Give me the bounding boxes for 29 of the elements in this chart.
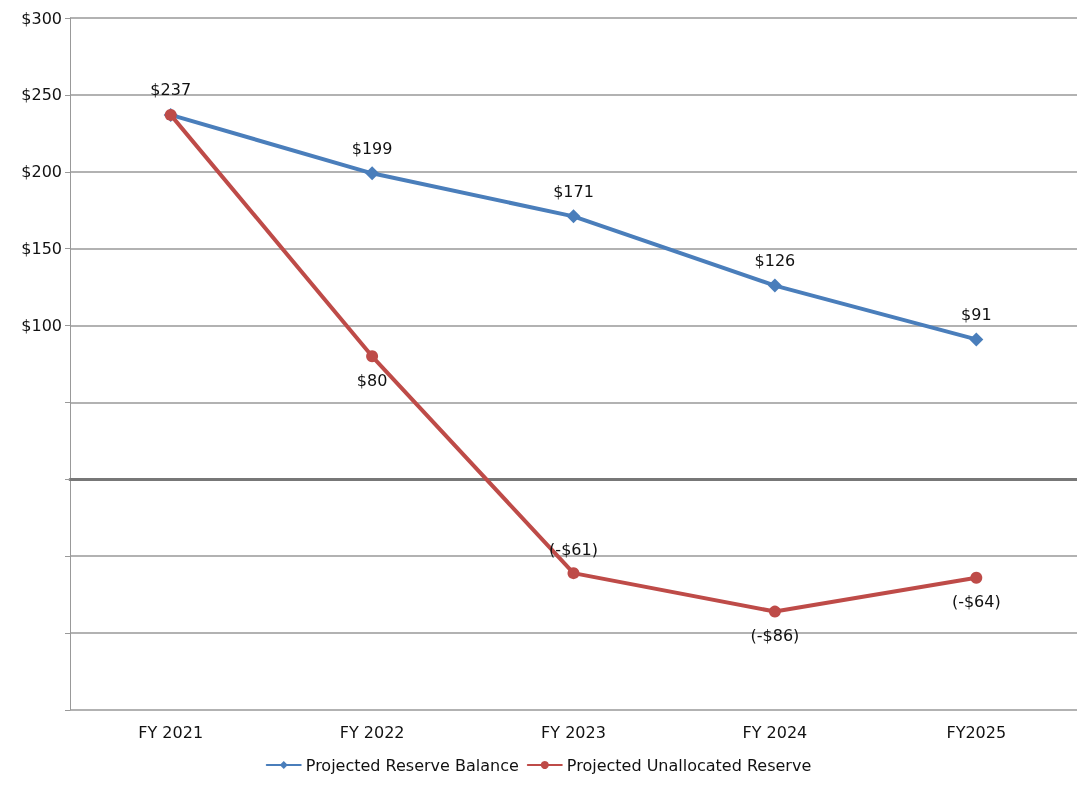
legend-label: Projected Unallocated Reserve [566,755,812,775]
data-label: $199 [351,138,393,158]
point [566,209,581,224]
x-tick-label: FY 2023 [541,722,606,742]
y-tick-label: $100 [21,316,62,336]
point [365,166,380,181]
y-tick-label: $300 [21,8,62,28]
data-label: $80 [356,370,388,390]
point [567,567,580,580]
point [768,605,781,618]
data-label: (-$61) [549,539,598,559]
data-label: (-$64) [951,592,1001,612]
y-tick-label: $150 [21,239,62,259]
data-label: $126 [754,251,796,271]
y-tick-label: $250 [21,85,62,105]
y-tick-label: $200 [21,162,62,182]
point [970,571,983,584]
point [366,350,379,363]
data-label: $171 [553,181,594,201]
x-tick-label: FY 2021 [138,722,204,742]
data-label: (-$86) [750,626,800,646]
x-tick-label: FY 2022 [339,722,405,742]
point [969,332,984,347]
data-label: $91 [961,304,992,324]
x-tick-label: FY 2024 [742,722,808,742]
data-label: $237 [150,80,192,100]
x-tick-label: FY2025 [946,722,1007,742]
point [767,278,782,293]
legend-label: Projected Reserve Balance [305,755,519,775]
